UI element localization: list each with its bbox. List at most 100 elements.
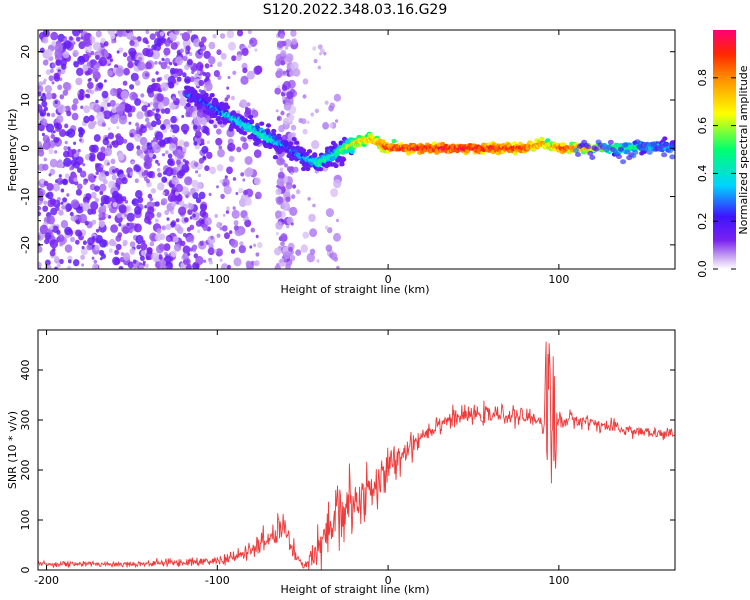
spectrogram-cell xyxy=(121,177,128,185)
spectrogram-cell xyxy=(280,50,287,57)
spectrogram-ridge-cell xyxy=(271,128,277,134)
spectrogram-cell xyxy=(170,210,174,215)
spectrogram-cell xyxy=(114,113,120,120)
spectrogram-cell xyxy=(330,188,339,198)
spectrogram-cell xyxy=(253,149,262,158)
spectrogram-cell xyxy=(86,61,92,67)
spectrogram-cell xyxy=(38,261,42,269)
spectrogram-cell xyxy=(195,197,202,204)
spectrogram-xlabel: Height of straight line (km) xyxy=(280,283,429,296)
spectrogram-cell xyxy=(152,144,161,154)
spectrogram-cell xyxy=(277,196,284,204)
spectrogram-cell xyxy=(235,191,239,196)
spectrogram-cell xyxy=(135,234,144,245)
spectrogram-cell xyxy=(114,249,119,255)
spectrogram-cell xyxy=(244,219,252,228)
spectrogram-cell xyxy=(54,150,58,154)
spectrogram-cell xyxy=(98,56,108,67)
spectrogram-cell xyxy=(172,78,177,84)
spectrogram-cell xyxy=(171,134,175,139)
spectrogram-cell xyxy=(280,241,285,247)
spectrogram-cell xyxy=(282,96,286,101)
spectrogram-cell xyxy=(67,146,71,150)
spectrogram-cell xyxy=(187,209,193,215)
spectrogram-cell xyxy=(238,245,246,254)
spectrogram-cell xyxy=(166,236,171,242)
spectrogram-cell xyxy=(276,40,284,48)
spectrogram-cell xyxy=(41,132,45,137)
spectrogram-ridge-cell xyxy=(332,143,338,148)
spectrogram-cell xyxy=(73,177,78,183)
spectrogram-cell xyxy=(302,78,309,85)
spectrogram-cell xyxy=(115,235,122,242)
spectrogram-cell xyxy=(103,41,109,47)
spectrogram-cell xyxy=(93,259,98,264)
spectrogram-cell xyxy=(104,79,107,83)
spectrogram-cell xyxy=(170,42,178,50)
spectrogram-cell xyxy=(243,189,248,196)
spectrogram-cell xyxy=(160,37,166,44)
spectrogram-cell xyxy=(306,120,310,125)
spectrogram-cell xyxy=(171,96,176,101)
spectrogram-cell xyxy=(49,168,56,175)
spectrogram-cell xyxy=(93,121,97,125)
spectrogram-cell xyxy=(55,161,61,168)
spectrogram-cell xyxy=(72,49,79,58)
spectrogram-cell xyxy=(276,177,284,187)
spectrogram-cell xyxy=(191,179,199,188)
spectrogram-cell xyxy=(199,209,207,218)
spectrogram-cell xyxy=(176,226,184,234)
spectrogram-cell xyxy=(179,200,185,207)
spectrogram-cell xyxy=(280,233,288,242)
spectrogram-cell xyxy=(198,79,205,87)
spectrogram-cell xyxy=(218,145,223,150)
spectrogram-cell xyxy=(217,148,225,158)
spectrogram-cell xyxy=(142,260,146,265)
spectrogram-cell xyxy=(333,256,339,262)
spectrogram-cell xyxy=(185,111,191,118)
spectrogram-cell xyxy=(48,148,54,155)
spectrogram-cell xyxy=(42,59,49,66)
spectrogram-cell xyxy=(152,102,159,108)
spectrogram-cell xyxy=(213,124,218,129)
spectrogram-cell xyxy=(336,265,340,269)
spectrogram-cell xyxy=(133,223,142,233)
y-tick-label: 300 xyxy=(19,410,32,431)
spectrogram-ridge-cell xyxy=(203,92,209,98)
spectrogram-cell xyxy=(75,77,83,86)
spectrogram-ridge-cell xyxy=(662,136,668,141)
spectrogram-cell xyxy=(83,115,90,124)
spectrogram-cell xyxy=(166,65,171,70)
spectrogram-cell xyxy=(38,81,44,87)
spectrogram-cell xyxy=(329,123,334,128)
spectrogram-cell xyxy=(160,198,168,206)
spectrogram-ridge-cell xyxy=(333,163,339,169)
spectrogram-cell xyxy=(83,105,91,114)
spectrogram-cell xyxy=(104,171,110,177)
y-tick-label: 20 xyxy=(19,45,32,59)
spectrogram-cell xyxy=(216,164,224,172)
spectrogram-cell xyxy=(219,258,223,262)
spectrogram-cell xyxy=(151,78,156,83)
spectrogram-cell xyxy=(44,232,52,240)
spectrogram-cell xyxy=(65,203,73,212)
spectrogram-cell xyxy=(49,250,56,257)
spectrogram-cell xyxy=(88,115,95,122)
spectrogram-cell xyxy=(104,147,113,157)
spectrogram-cell xyxy=(187,58,193,66)
spectrogram-cell xyxy=(45,92,53,100)
spectrogram-frame xyxy=(37,29,676,270)
spectrogram-cell xyxy=(85,93,89,98)
spectrogram-cell xyxy=(69,166,73,171)
spectrogram-cell xyxy=(225,210,230,214)
spectrogram-cell xyxy=(140,242,148,251)
spectrogram-cell xyxy=(223,185,232,195)
spectrogram-cell xyxy=(208,243,214,249)
spectrogram-cell xyxy=(129,84,135,90)
spectrogram-cell xyxy=(219,179,224,184)
spectrogram-cell xyxy=(167,153,173,159)
spectrogram-ridge-cell xyxy=(539,136,545,142)
spectrogram-cell xyxy=(147,171,154,178)
spectrogram-cell xyxy=(246,70,255,80)
spectrogram-cell xyxy=(118,47,124,53)
